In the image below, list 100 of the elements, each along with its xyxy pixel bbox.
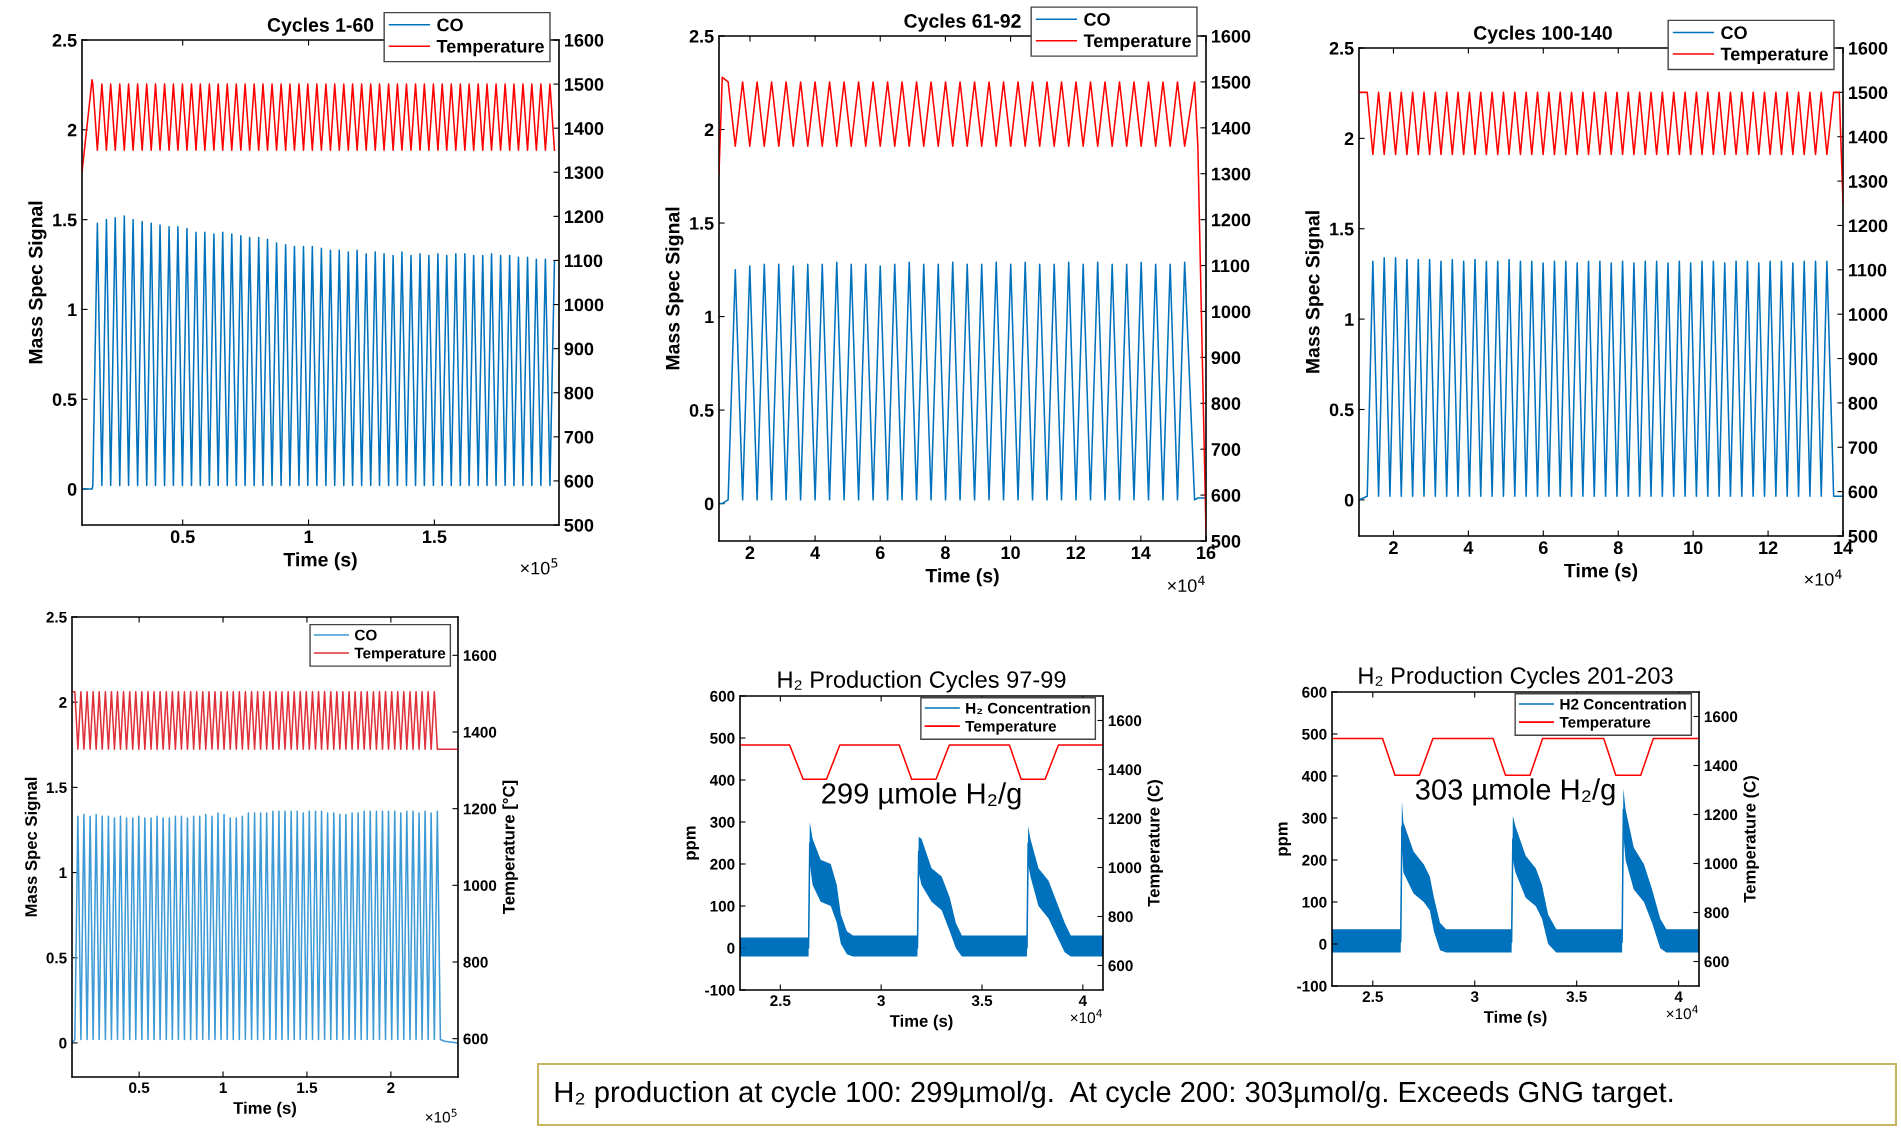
y-tick-label: 1.5	[1330, 222, 1354, 236]
y-tick-label: 100	[710, 900, 735, 912]
y-tick-label: 2.5	[1329, 41, 1354, 55]
y2-tick-label: 1400	[1849, 130, 1888, 144]
legend-label: CO	[1084, 13, 1110, 26]
y-axis-title: ppm	[686, 826, 700, 860]
text: ×10$^{4}$	[1070, 1009, 1102, 1024]
line-series	[72, 810, 458, 1044]
y-tick-label: -100	[705, 984, 735, 996]
y-tick-label: 2	[1344, 132, 1354, 145]
legend-label: Temperature	[1559, 716, 1651, 731]
y2-tick-label: 800	[1704, 907, 1729, 919]
text: ×10$^{5}$	[520, 558, 558, 575]
y2-tick-label: 800	[1848, 396, 1878, 410]
chart-title: H₂ Production Cycles 201-203	[1359, 666, 1673, 689]
legend-label: CO	[1721, 26, 1747, 40]
y-tick-label: 0	[1319, 938, 1327, 950]
legend-label: Temperature	[1083, 34, 1191, 51]
x-axis-title: Time (s)	[889, 1014, 953, 1031]
x-tick-label: 6	[1538, 541, 1548, 555]
legend-label: Temperature	[965, 720, 1057, 735]
y-tick-label: 0	[727, 942, 735, 954]
y-tick-label: 0.5	[52, 393, 77, 406]
x-tick-label: 4	[1674, 991, 1683, 1002]
chart-title: Cycles 61-92	[904, 13, 1021, 32]
x-axis-title: Time (s)	[1483, 1010, 1547, 1027]
x-tick-label: 4	[1463, 541, 1474, 554]
x-tick-label: 8	[940, 546, 950, 560]
y2-tick-label: 500	[1211, 534, 1241, 548]
y2-tick-label: 900	[1211, 351, 1241, 365]
x-axis-title: Time (s)	[1564, 563, 1638, 582]
x-tick-label: 10	[1684, 541, 1703, 555]
y-tick-label: 2.5	[52, 33, 77, 47]
y2-tick-label: 1600	[1212, 29, 1251, 43]
y-axis-title: ppm	[1278, 822, 1292, 856]
x-tick-label: 2	[745, 546, 755, 559]
x-tick-label: 4	[810, 546, 821, 559]
x-tick-label: 3.5	[971, 995, 993, 1007]
y2-tick-label: 1600	[463, 650, 497, 662]
y-tick-label: 300	[710, 816, 735, 828]
y-tick-label: 100	[1302, 896, 1327, 908]
x-tick-label: 6	[875, 546, 885, 560]
x-tick-label: 2.5	[1362, 991, 1383, 1003]
x-tick-label: 8	[1613, 541, 1623, 555]
y2-axis-title: Temperature (C)	[1743, 776, 1759, 903]
y2-tick-label: 1300	[1849, 175, 1888, 188]
y-tick-label: 1	[59, 867, 67, 879]
y2-tick-label: 800	[1211, 397, 1241, 410]
y-tick-label: 2.5	[46, 611, 67, 623]
y2-tick-label: 1200	[1704, 809, 1738, 821]
y2-tick-label: 700	[1848, 441, 1878, 454]
x-tick-label: 0.5	[129, 1082, 150, 1094]
x-tick-label: 1.5	[297, 1082, 318, 1094]
x-tick-label: 1	[219, 1082, 227, 1093]
y-tick-label: 1	[1345, 313, 1354, 326]
chart-title: H₂ Production Cycles 97-99	[778, 670, 1066, 693]
y2-tick-label: 700	[1211, 443, 1241, 456]
y2-tick-label: 600	[1704, 956, 1729, 968]
x-tick-label: 2	[387, 1082, 395, 1093]
y2-tick-label: 1000	[463, 880, 497, 892]
x-tick-label: 2	[1389, 541, 1398, 554]
x-tick-label: 14	[1834, 541, 1853, 554]
chart-title: Cycles 1-60	[267, 17, 374, 36]
text: ×10$^{5}$	[425, 1108, 457, 1123]
x-tick-label: 0.5	[170, 530, 195, 544]
y2-tick-label: 1600	[1849, 41, 1888, 55]
x-tick-label: 12	[1759, 541, 1778, 554]
y2-tick-label: 1200	[463, 803, 497, 815]
y2-tick-label: 900	[1848, 352, 1878, 366]
legend-label: Temperature	[354, 647, 446, 662]
x-tick-label: 3	[1470, 991, 1479, 1003]
y-tick-label: 400	[709, 774, 735, 786]
annotation: 299 µmole H₂/g	[822, 782, 1021, 810]
y2-tick-label: 1200	[1849, 219, 1888, 233]
x-tick-label: 1	[304, 530, 314, 543]
y2-tick-label: 1400	[1108, 764, 1142, 776]
y-tick-label: 1	[68, 303, 77, 316]
line-series	[1359, 256, 1843, 501]
x-axis-title: Time (s)	[233, 1101, 296, 1118]
x-tick-label: 12	[1066, 546, 1086, 559]
y2-tick-label: 600	[1211, 489, 1241, 502]
y2-tick-label: 1100	[565, 254, 603, 268]
y2-tick-label: 1400	[1212, 121, 1251, 135]
x-tick-label: 16	[1197, 546, 1216, 560]
legend-label: H₂ Concentration	[966, 702, 1090, 714]
x-tick-label: 4	[1078, 995, 1087, 1006]
y2-tick-label: 1100	[1212, 259, 1250, 273]
y-tick-label: 0.5	[46, 952, 67, 964]
y2-tick-label: 1000	[1704, 858, 1738, 870]
y2-tick-label: 1100	[1849, 263, 1887, 277]
y2-tick-label: 1500	[565, 78, 604, 91]
y-tick-label: 1.5	[46, 782, 67, 794]
y-tick-label: 200	[1302, 854, 1327, 866]
y2-tick-label: 1200	[1108, 813, 1142, 825]
y-tick-label: 500	[1302, 728, 1327, 740]
y-tick-label: 600	[1302, 686, 1327, 698]
y-tick-label: 0.5	[689, 404, 714, 417]
y2-tick-label: 1400	[565, 122, 604, 135]
y-tick-label: 200	[710, 858, 735, 870]
x-axis-title: Time (s)	[283, 552, 357, 571]
